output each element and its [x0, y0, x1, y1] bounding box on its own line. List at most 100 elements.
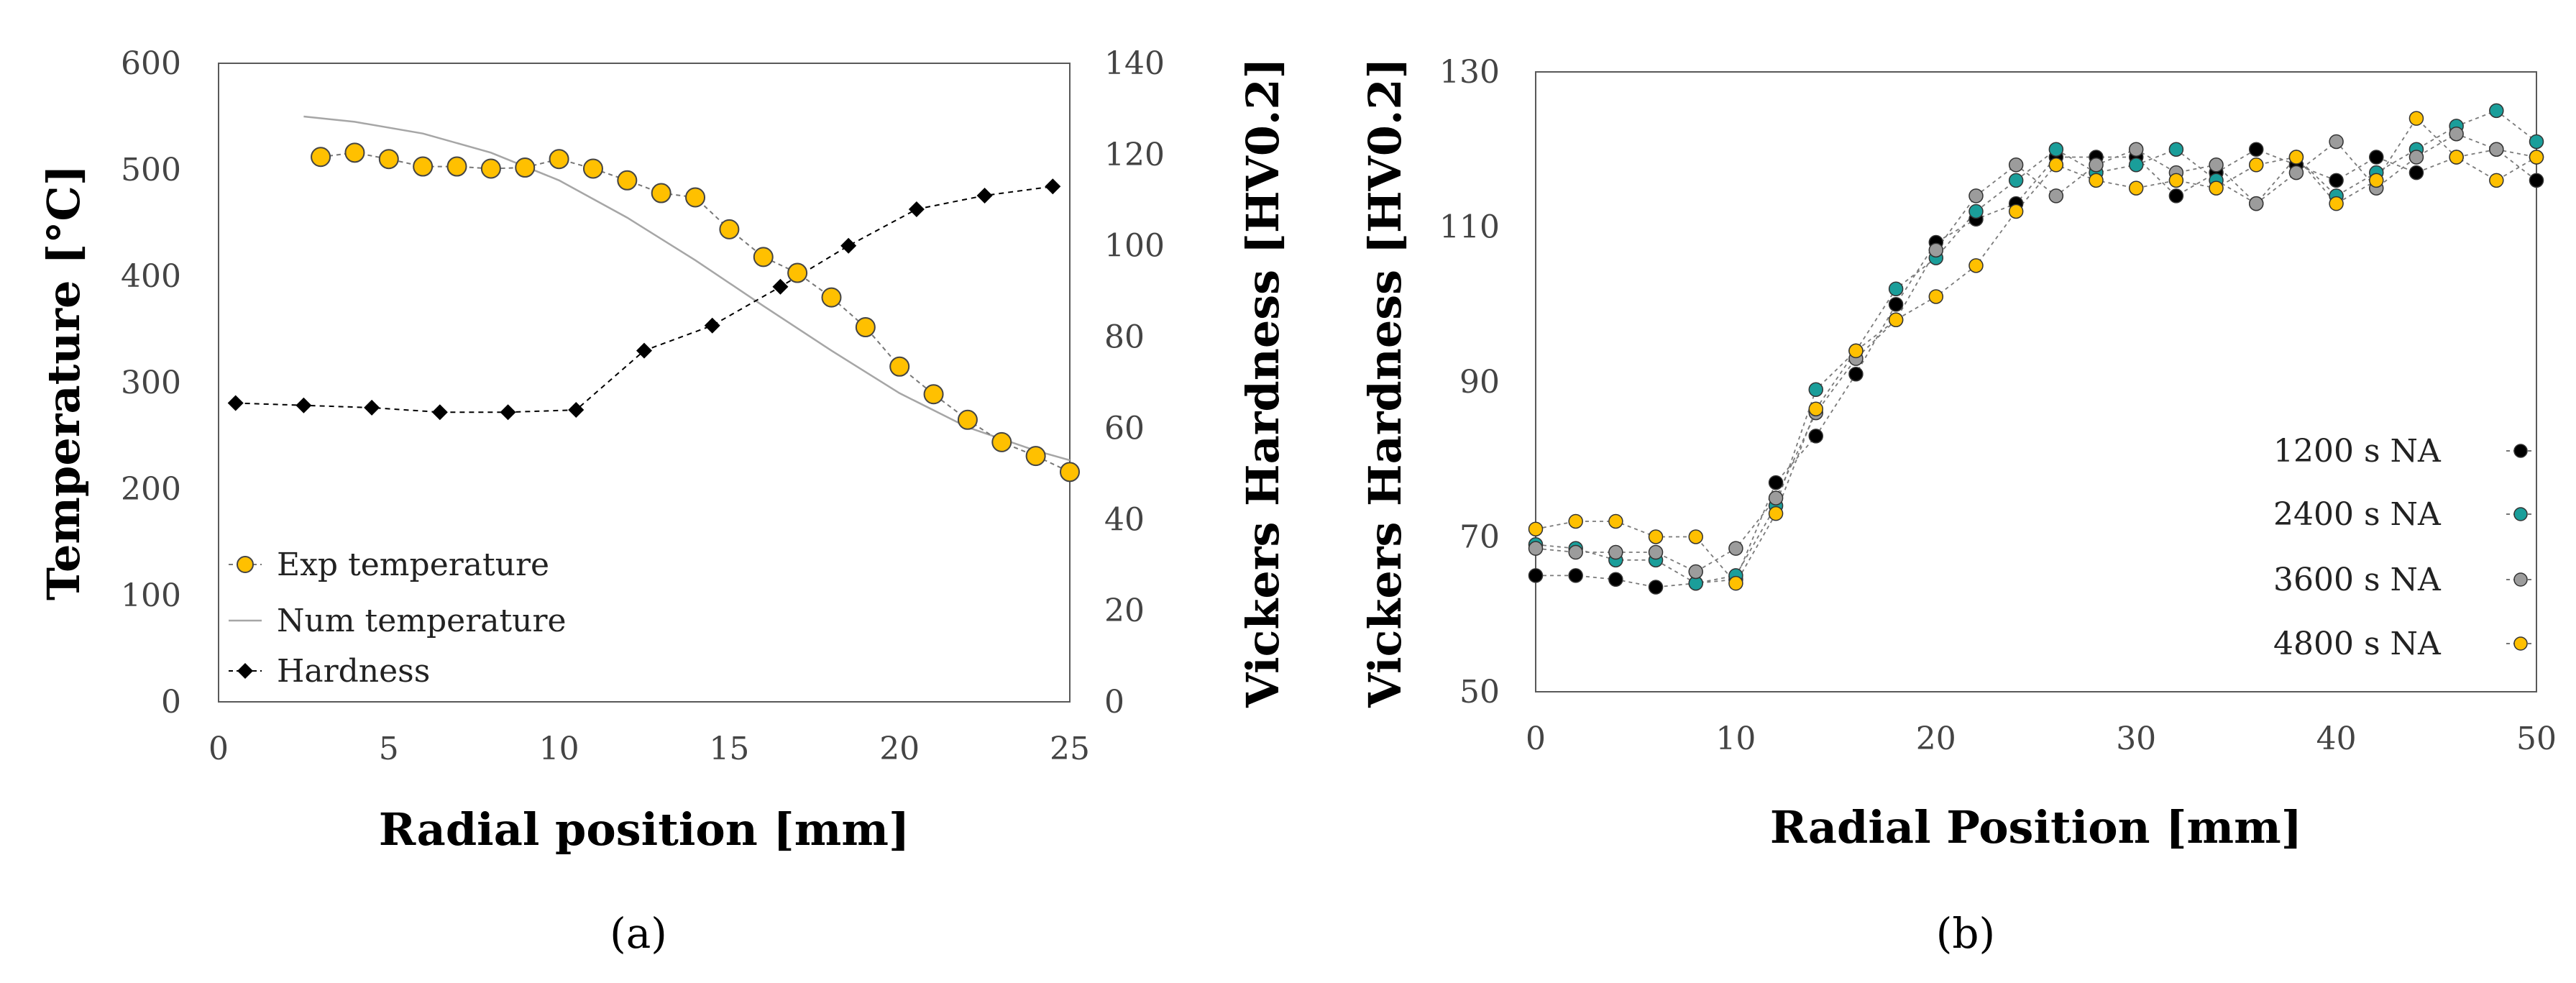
legend-hardness-label: Hardness: [277, 653, 430, 690]
point-3600: [2089, 157, 2104, 173]
point-1200: [2529, 173, 2544, 188]
hardness-point: [772, 278, 789, 295]
point-4800: [1688, 529, 1703, 544]
point-1200: [1528, 568, 1544, 583]
exp-temperature-point: [889, 356, 910, 377]
chart-a-ytick-left: 200: [121, 471, 181, 508]
point-3600: [2048, 188, 2064, 204]
hardness-point: [976, 187, 993, 204]
point-4800: [2489, 173, 2504, 188]
chart-a-ylabel-left: Temperature [°C]: [37, 165, 90, 600]
hardness-point: [500, 404, 516, 421]
point-4800: [1568, 513, 1583, 529]
legend-b-label-4800: 4800 s NA: [2273, 626, 2442, 662]
point-4800: [1928, 289, 1944, 304]
point-3600: [2128, 142, 2144, 157]
hardness-point: [295, 397, 312, 413]
chart-b-xlabel: Radial Position [mm]: [1770, 801, 2302, 854]
point-2400: [2489, 103, 2504, 119]
point-2400: [1808, 382, 1824, 398]
point-4800: [2288, 150, 2304, 165]
point-1200: [1808, 429, 1824, 444]
legend-b-marker-3600: [2513, 572, 2528, 587]
point-1200: [1848, 366, 1864, 382]
legend-b-marker-4800: [2513, 636, 2528, 651]
point-3600: [2288, 165, 2304, 180]
series-line-hardness: [235, 186, 1053, 413]
legend-num-label: Num temperature: [277, 603, 567, 639]
point-4800: [1728, 575, 1743, 591]
chart-a-xtick: 15: [709, 731, 749, 767]
legend-b-label-2400: 2400 s NA: [2273, 496, 2442, 533]
chart-a: 0 5 10 15 20 25 0 100 200 300 400 500 600 0 20 40 60 80 10…: [37, 45, 1289, 958]
exp-temperature-point: [855, 317, 876, 338]
chart-a-legend: Exp temperature Num temperature Hardness: [229, 547, 567, 690]
chart-a-plot-area: [218, 63, 1071, 703]
point-4800: [2128, 180, 2144, 196]
chart-a-ytick-left: 500: [121, 152, 181, 188]
point-4800: [1808, 401, 1824, 416]
chart-a-xtick: 0: [208, 731, 229, 767]
chart-a-ytick-left: 300: [121, 365, 181, 401]
legend-b-label-3600: 3600 s NA: [2273, 562, 2442, 598]
chart-b-ylabel: Vickers Hardness [HV0.2]: [1359, 58, 1411, 708]
chart-a-ylabel-right: Vickers Hardness [HV0.2]: [1237, 58, 1289, 708]
chart-a-ytick-right: 0: [1104, 684, 1124, 721]
chart-a-ytick-right: 80: [1104, 319, 1145, 356]
chart-b-legend: 1200 s NA 2400 s NA 3600 s NA 4800 s NA: [2273, 433, 2535, 662]
chart-a-ytick-left: 100: [121, 577, 181, 614]
chart-a-ytick-right: 140: [1104, 45, 1165, 82]
point-4800: [2408, 111, 2424, 126]
chart-b-xtick: 50: [2516, 721, 2557, 757]
point-3600: [2489, 142, 2504, 157]
hardness-point: [227, 395, 244, 411]
hardness-point: [908, 201, 925, 217]
point-4800: [2369, 173, 2384, 188]
chart-b-xtick: 10: [1715, 721, 1756, 757]
point-3600: [1528, 541, 1544, 556]
point-3600: [2008, 157, 2024, 173]
point-4800: [1528, 521, 1544, 536]
point-4800: [2329, 196, 2344, 211]
chart-a-xtick: 10: [539, 731, 579, 767]
exp-temperature-point: [480, 158, 501, 179]
chart-a-ytick-right: 100: [1104, 228, 1165, 265]
chart-a-xtick: 25: [1050, 731, 1090, 767]
chart-a-ytick-right: 60: [1104, 410, 1145, 447]
point-2400: [2128, 157, 2144, 173]
chart-a-ytick-right: 40: [1104, 501, 1145, 538]
chart-a-xtick: 5: [379, 731, 399, 767]
exp-temperature-point: [787, 262, 808, 283]
chart-a-ytick-left: 0: [161, 684, 181, 721]
exp-temperature-point: [991, 431, 1012, 452]
point-3600: [1608, 544, 1623, 560]
chart-a-ytick-left: 400: [121, 258, 181, 295]
chart-a-caption: (a): [610, 909, 667, 958]
chart-b-xtick: 30: [2116, 721, 2156, 757]
chart-a-xtick: 20: [879, 731, 920, 767]
point-4800: [2248, 157, 2264, 173]
legend-hardness-marker: [237, 663, 253, 679]
point-3600: [2449, 126, 2464, 142]
point-1200: [2408, 165, 2424, 180]
legend-exp-label: Exp temperature: [277, 547, 549, 583]
exp-temperature-point: [446, 156, 467, 177]
chart-b-xtick: 0: [1526, 721, 1546, 757]
point-1200: [1768, 475, 1784, 490]
exp-temperature-point: [413, 156, 434, 177]
exp-temperature-point: [582, 158, 603, 179]
point-4800: [1768, 506, 1784, 521]
point-4800: [2008, 204, 2024, 219]
chart-b-ytick: 90: [1459, 364, 1500, 401]
point-3600: [2209, 157, 2224, 173]
chart-b-ytick: 50: [1459, 674, 1500, 710]
point-4800: [1648, 529, 1664, 544]
chart-a-ytick-left: 600: [121, 45, 181, 82]
chart-a-ytick-right: 120: [1104, 137, 1165, 173]
hardness-point: [636, 342, 652, 359]
exp-temperature-point: [1025, 446, 1046, 467]
point-2400: [2168, 142, 2184, 157]
chart-a-xlabel: Radial position [mm]: [379, 803, 910, 856]
chart-b-ytick: 110: [1439, 209, 1500, 246]
